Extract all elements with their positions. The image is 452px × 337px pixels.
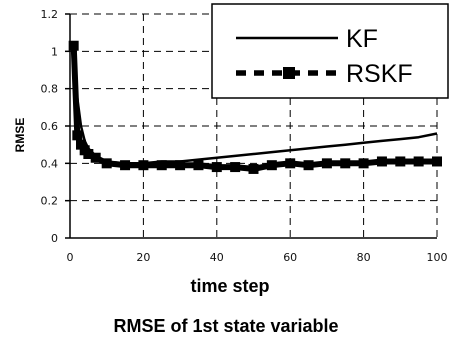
series-point-rskf [101, 158, 112, 169]
y-axis-label: RMSE [13, 118, 27, 153]
series-point-rskf [120, 160, 131, 171]
y-tick-label: 0.2 [41, 195, 59, 208]
series-point-rskf [266, 160, 277, 171]
y-tick-label: 0.6 [41, 120, 59, 133]
axes [65, 13, 437, 239]
y-tick-label: 0.8 [41, 83, 59, 96]
series-point-rskf [285, 158, 296, 169]
legend-marker-rskf [283, 67, 295, 79]
y-tick-label: 1.2 [41, 8, 59, 21]
series-point-rskf [72, 130, 83, 141]
series-point-rskf [248, 163, 259, 174]
legend-box [211, 3, 449, 99]
x-tick-label: 80 [357, 251, 371, 264]
series-point-rskf [358, 158, 369, 169]
legend-label-rskf: RSKF [346, 60, 413, 88]
x-tick-label: 20 [136, 251, 150, 264]
tick-labels: 0 0.2 0.4 0.6 0.8 1 1.2 0 20 40 60 80 100 [41, 8, 448, 264]
series-point-rskf [76, 139, 87, 150]
x-axis-label: time step [190, 276, 269, 296]
series-point-rskf [376, 156, 387, 167]
series-point-rskf [432, 156, 442, 167]
series-point-rskf [211, 162, 222, 173]
x-tick-label: 100 [427, 251, 448, 264]
series-point-rskf [340, 158, 351, 169]
series-point-rskf [193, 160, 204, 171]
legend: KF RSKF [211, 3, 449, 99]
series-point-rskf [230, 162, 241, 173]
series-point-rskf [303, 160, 314, 171]
y-tick-label: 0.4 [41, 157, 59, 170]
x-tick-label: 0 [67, 251, 74, 264]
legend-label-kf: KF [346, 25, 378, 53]
series-point-rskf [90, 152, 101, 163]
series-layer [68, 40, 442, 174]
series-point-rskf [413, 156, 424, 167]
y-tick-label: 1 [51, 45, 58, 58]
y-tick-label: 0 [51, 232, 58, 245]
series-point-rskf [138, 160, 149, 171]
series-point-rskf [321, 158, 332, 169]
series-point-rskf [175, 160, 186, 171]
series-point-rskf [156, 160, 167, 171]
x-tick-label: 40 [210, 251, 224, 264]
chart-title: RMSE of 1st state variable [113, 316, 338, 336]
series-point-rskf [68, 40, 79, 51]
x-tick-label: 60 [283, 251, 297, 264]
series-point-rskf [395, 156, 406, 167]
series-point-rskf [83, 149, 94, 159]
